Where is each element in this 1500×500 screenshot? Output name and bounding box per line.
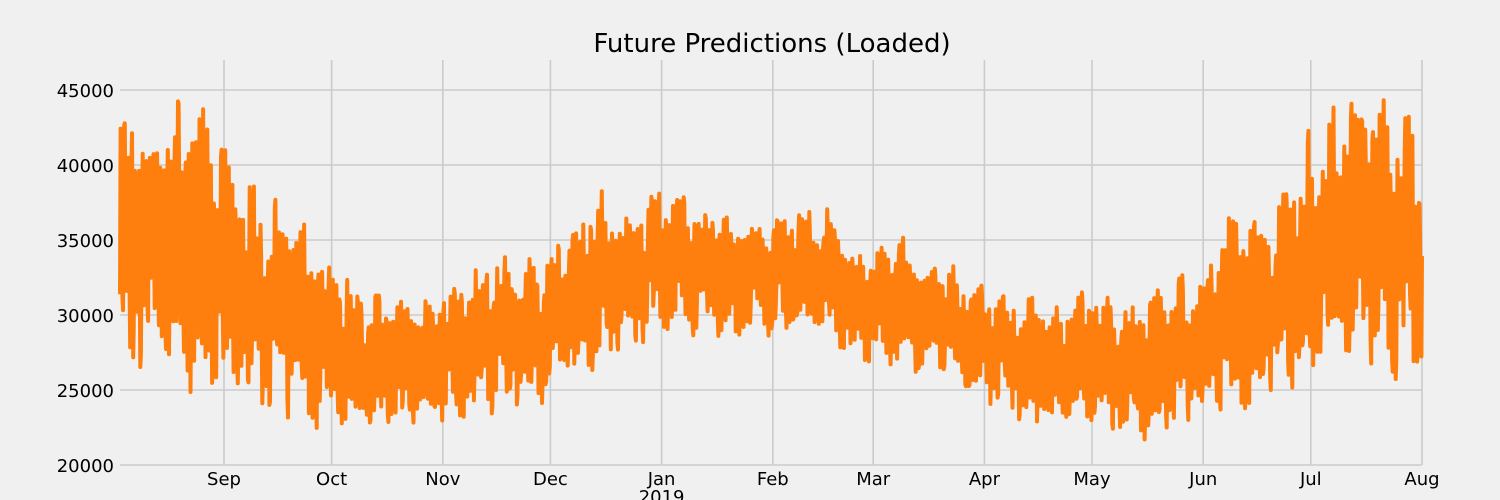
y-tick-label: 35000 [57, 231, 114, 252]
x-tick-label: Dec [533, 469, 568, 490]
x-tick-label: Jul [1299, 469, 1322, 490]
chart-title: Future Predictions (Loaded) [593, 29, 950, 59]
series-line [118, 98, 1424, 442]
y-tick-label: 40000 [57, 156, 114, 177]
x-tick-label: Mar [856, 469, 891, 490]
x-tick-label: Jun [1188, 469, 1217, 490]
y-tick-label: 30000 [57, 306, 114, 327]
y-tick-label: 45000 [57, 81, 114, 102]
x-tick-label: Sep [207, 469, 241, 490]
series-layer [118, 98, 1424, 442]
x-tick-label: Apr [969, 469, 1001, 490]
y-tick-label: 25000 [57, 381, 114, 402]
y-axis-ticks: 20000 25000 30000 35000 40000 45000 [57, 81, 114, 477]
x-tick-label: Aug [1404, 469, 1439, 490]
x-tick-year-label: 2019 [639, 487, 685, 500]
x-tick-label: May [1073, 469, 1111, 490]
y-tick-label: 20000 [57, 456, 114, 477]
x-tick-label: Oct [316, 469, 347, 490]
x-tick-label: Feb [757, 469, 789, 490]
x-tick-label: Nov [425, 469, 460, 490]
x-tick-label: Jan [647, 469, 676, 490]
